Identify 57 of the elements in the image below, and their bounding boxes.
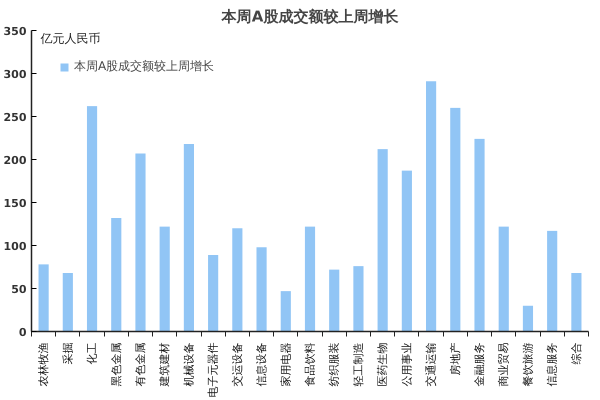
x-tick-label: 采掘	[61, 342, 74, 364]
bar	[571, 273, 582, 332]
x-tick-label: 农林牧渔	[37, 342, 50, 386]
x-tick-label: 餐饮旅游	[521, 342, 534, 386]
bar	[450, 108, 460, 332]
x-tick-label: 交运设备	[230, 342, 244, 386]
bar	[547, 230, 558, 332]
x-tick-label: 医药生物	[376, 342, 390, 386]
x-tick-label: 家用电器	[279, 342, 292, 386]
bar	[111, 218, 122, 332]
x-tick-label: 公用事业	[400, 342, 414, 386]
bar	[474, 138, 485, 332]
y-tick-label: 50	[11, 283, 27, 296]
bar	[208, 254, 218, 332]
bar	[160, 226, 170, 332]
bar	[280, 291, 291, 332]
bar	[184, 144, 194, 332]
bar	[353, 266, 364, 332]
x-tick-label: 化工	[86, 342, 99, 364]
x-tick-label: 纺织服装	[328, 342, 341, 386]
x-tick-label: 房地产	[448, 342, 462, 376]
x-tick-label: 食品饮料	[304, 342, 316, 386]
x-tick-label: 交通运输	[424, 342, 438, 386]
y-tick-label: 350	[4, 25, 27, 38]
bar	[38, 264, 49, 332]
bar	[135, 153, 146, 332]
y-tick-label: 250	[4, 111, 27, 124]
y-tick-label: 200	[4, 154, 27, 167]
bar	[378, 149, 388, 332]
chart-title: 本周A股成交额较上周增长	[220, 8, 400, 26]
x-tick-label: 信息设备	[255, 342, 268, 386]
bar	[62, 273, 73, 332]
y-tick-label: 300	[4, 68, 27, 81]
y-tick-label: 150	[4, 197, 27, 210]
legend-label: 本周A股成交额较上周增长	[74, 58, 214, 75]
y-axis-title: 亿元人民币	[40, 32, 100, 46]
x-tick-label: 信息服务	[546, 342, 559, 386]
bar	[426, 81, 436, 332]
x-tick-label: 黑色金属	[110, 342, 123, 386]
bar	[86, 106, 98, 332]
bar	[498, 226, 509, 332]
x-tick-label: 有色金属	[134, 342, 147, 386]
bar	[402, 170, 412, 332]
x-tick-label: 综合	[570, 342, 583, 364]
x-tick-label: 商业贸易	[497, 342, 510, 386]
bar	[329, 270, 340, 332]
x-tick-label: 金融服务	[473, 342, 486, 386]
y-tick-label: 100	[4, 240, 27, 253]
bar	[522, 306, 534, 332]
bar	[256, 247, 267, 332]
bar	[232, 228, 242, 332]
x-tick-label: 轻工制造	[352, 342, 365, 386]
y-tick-label: 0	[18, 326, 27, 339]
x-tick-label: 建筑建材	[158, 342, 172, 388]
bar	[304, 226, 316, 332]
x-tick-label: 机械设备	[182, 342, 196, 386]
x-tick-label: 电子元器件	[206, 342, 220, 398]
